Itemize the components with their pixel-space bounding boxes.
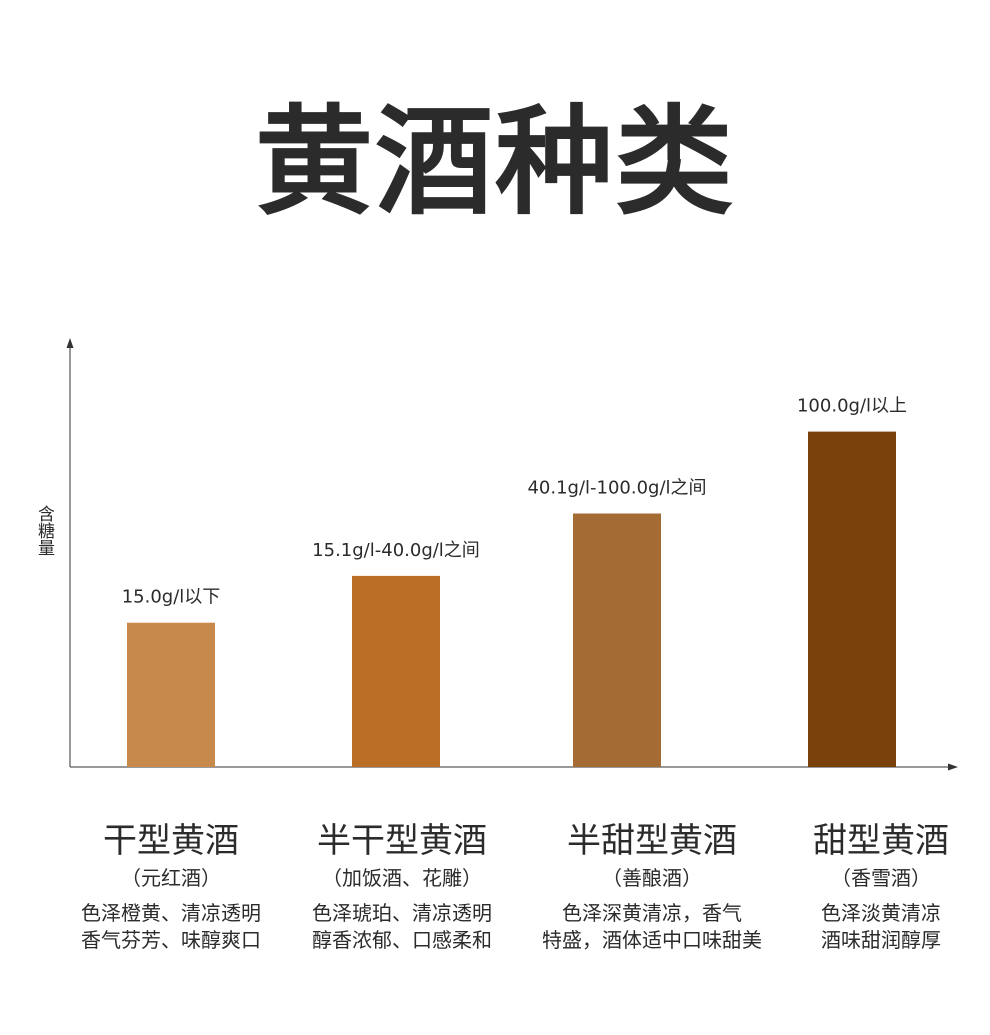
category-name: 干型黄酒 [103, 821, 239, 861]
category-sweet: 甜型黄酒 （香雪酒） 色泽淡黄清凉 酒味甜润醇厚 [761, 820, 990, 954]
description-line: 酒味甜润醇厚 [821, 928, 941, 952]
description-line: 色泽琥珀、清凉透明 [312, 901, 492, 925]
page-title: 黄酒种类 [254, 93, 735, 231]
description-line: 色泽深黄清凉，香气 [562, 901, 742, 925]
category-description: 色泽橙黄、清凉透明 香气芬芳、味醇爽口 [51, 900, 291, 954]
description-line: 色泽橙黄、清凉透明 [81, 901, 261, 925]
category-name: 甜型黄酒 [813, 821, 949, 861]
value-labels-group: 15.0g/l以下 15.1g/l-40.0g/l之间 40.1g/l-100.0g… [122, 396, 907, 608]
bars-group [127, 431, 896, 767]
category-description: 色泽淡黄清凉 酒味甜润醇厚 [761, 900, 990, 954]
category-alias: （善酿酒） [602, 866, 702, 890]
bar-1 [127, 622, 215, 767]
category-alias: （元红酒） [121, 866, 221, 890]
category-name: 半甜型黄酒 [567, 821, 737, 861]
category-semi-dry: 半干型黄酒 （加饭酒、花雕） 色泽琥珀、清凉透明 醇香浓郁、口感柔和 [282, 820, 522, 954]
bar-3 [573, 513, 661, 767]
category-dry: 干型黄酒 （元红酒） 色泽橙黄、清凉透明 香气芬芳、味醇爽口 [51, 820, 291, 954]
bar-4 [808, 431, 896, 767]
category-name: 半干型黄酒 [317, 821, 487, 861]
description-line: 醇香浓郁、口感柔和 [312, 928, 492, 952]
category-description: 色泽琥珀、清凉透明 醇香浓郁、口感柔和 [282, 900, 522, 954]
bar-value-label: 15.1g/l-40.0g/l之间 [312, 540, 480, 561]
category-description: 色泽深黄清凉，香气 特盛，酒体适中口味甜美 [532, 900, 772, 954]
bar-value-label: 100.0g/l以上 [797, 396, 907, 417]
description-line: 特盛，酒体适中口味甜美 [542, 928, 762, 952]
bar-value-label: 40.1g/l-100.0g/l之间 [527, 478, 706, 499]
bar-value-label: 15.0g/l以下 [122, 587, 221, 608]
y-axis-arrow [66, 338, 74, 348]
y-axis-label: 含糖量 [34, 505, 54, 556]
x-axis-arrow [948, 763, 958, 771]
description-line: 香气芬芳、味醇爽口 [81, 928, 261, 952]
bar-2 [352, 575, 440, 767]
category-alias: （加饭酒、花雕） [322, 866, 482, 890]
category-semi-sweet: 半甜型黄酒 （善酿酒） 色泽深黄清凉，香气 特盛，酒体适中口味甜美 [532, 820, 772, 954]
category-alias: （香雪酒） [831, 866, 931, 890]
description-line: 色泽淡黄清凉 [821, 901, 941, 925]
